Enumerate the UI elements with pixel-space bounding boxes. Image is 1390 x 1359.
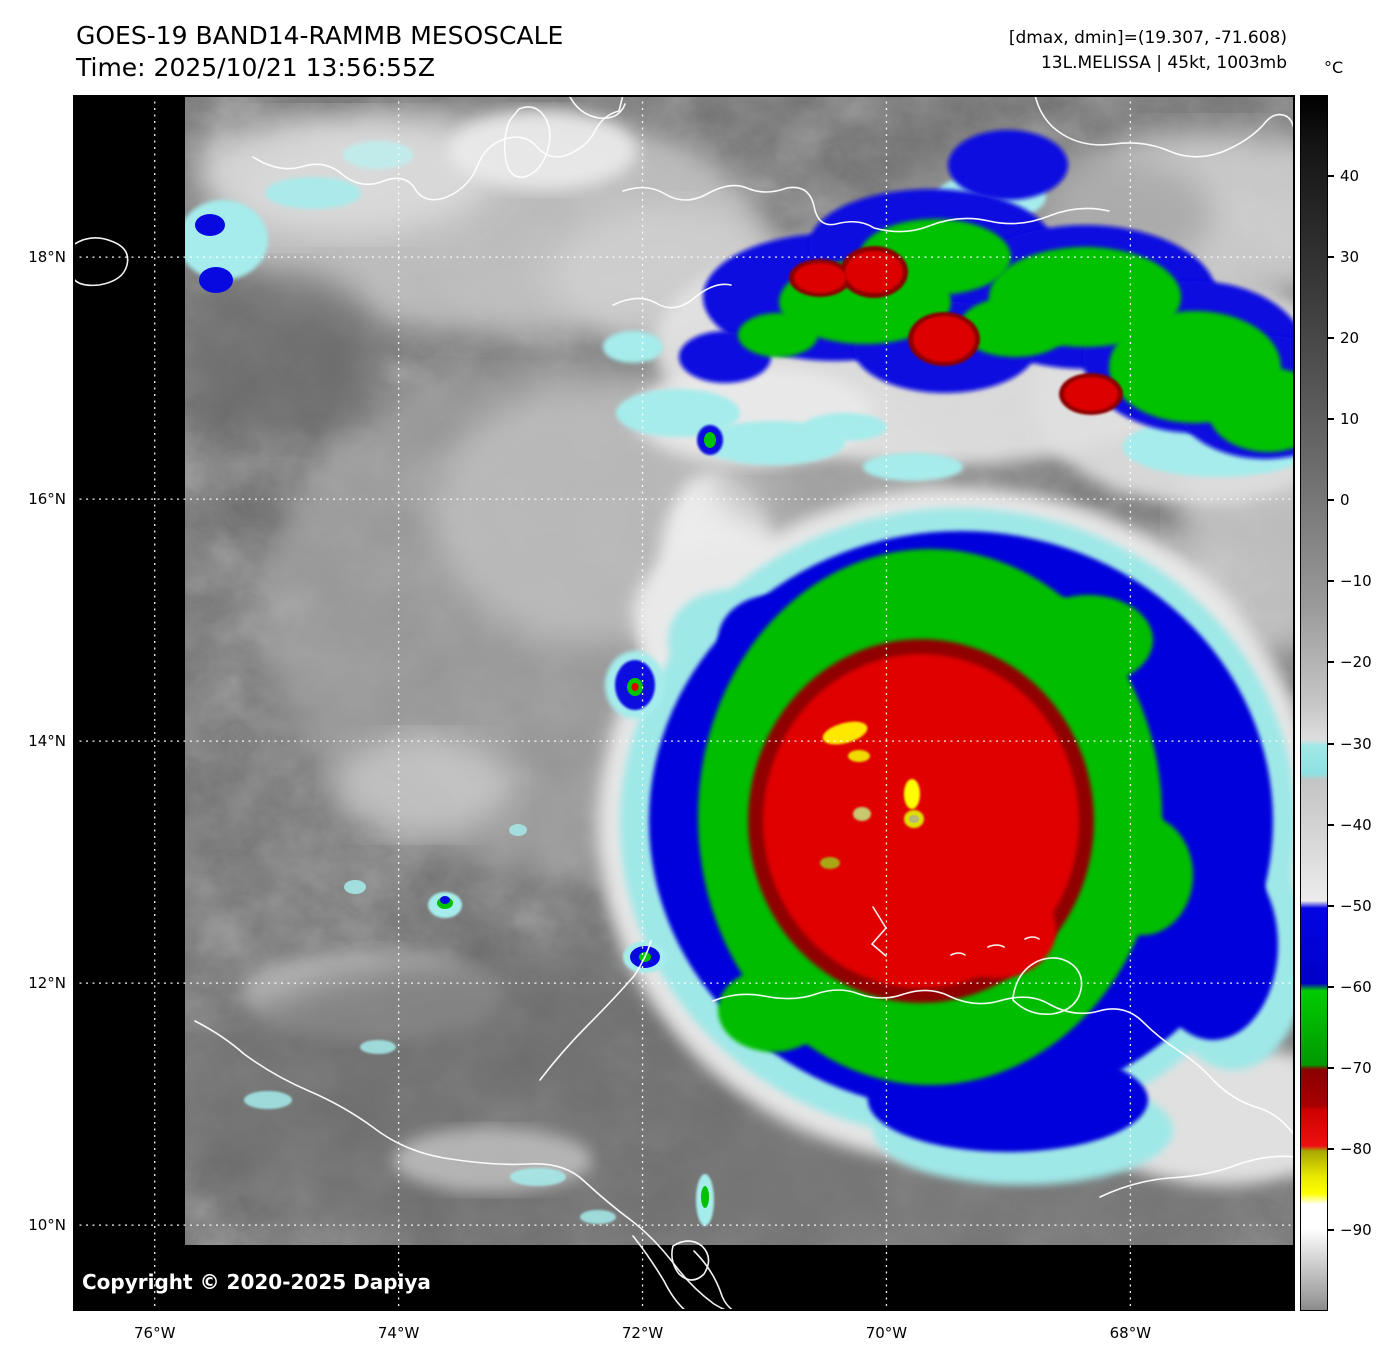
colorbar-tick-label: 30 — [1340, 248, 1360, 267]
colorbar-tick-label: 0 — [1340, 491, 1350, 510]
colorbar-tickmark — [1328, 256, 1334, 259]
copyright-notice: Copyright © 2020-2025 Dapiya — [82, 1270, 431, 1294]
satellite-map — [73, 95, 1295, 1311]
colorbar-tick-label: −20 — [1340, 653, 1372, 672]
colorbar-tickmark — [1328, 418, 1334, 421]
colorbar-tick-label: −90 — [1340, 1220, 1372, 1239]
colorbar-tickmark — [1328, 661, 1334, 664]
lon-axis-label: 72°W — [621, 1324, 664, 1342]
colorbar-tick-label: 10 — [1340, 410, 1360, 429]
colorbar-tickmark — [1328, 580, 1334, 583]
colorbar-tick-label: 40 — [1340, 167, 1360, 186]
satellite-image — [73, 95, 1295, 1311]
colorbar-unit-label: °C — [1324, 58, 1344, 77]
page-title: GOES-19 BAND14-RAMMB MESOSCALE — [76, 21, 564, 50]
colorbar-tickmark — [1328, 823, 1334, 826]
colorbar-tickmark — [1328, 1066, 1334, 1069]
lon-axis-label: 70°W — [865, 1324, 908, 1342]
colorbar-tickmark — [1328, 904, 1334, 907]
colorbar-tickmark — [1328, 985, 1334, 988]
colorbar-tick-label: −50 — [1340, 896, 1372, 915]
colorbar-tickmark — [1328, 337, 1334, 340]
lat-axis-label: 16°N — [28, 490, 66, 509]
header: GOES-19 BAND14-RAMMB MESOSCALE Time: 202… — [76, 20, 563, 84]
storm-melissa — [598, 487, 1295, 1185]
colorbar-tick-label: −60 — [1340, 977, 1372, 996]
dmax-dmin-readout: [dmax, dmin]=(19.307, -71.608) — [1008, 28, 1287, 48]
colorbar-tickmark — [1328, 1228, 1334, 1231]
map-frame — [73, 95, 1295, 1311]
annotations: [dmax, dmin]=(19.307, -71.608) 13L.MELIS… — [1009, 26, 1287, 76]
colorbar-tickmark — [1328, 1147, 1334, 1150]
small-convective-cells — [185, 141, 723, 1226]
colorbar-tick-label: −70 — [1340, 1058, 1372, 1077]
lat-axis-label: 14°N — [28, 732, 66, 751]
colorbar-tickmark — [1328, 499, 1334, 502]
colorbar-tickmark — [1328, 742, 1334, 745]
colorbar-tickmark — [1328, 175, 1334, 178]
lat-axis-label: 12°N — [28, 974, 66, 993]
colorbar-tick-label: −40 — [1340, 815, 1372, 834]
colorbar-tick-label: 20 — [1340, 329, 1360, 348]
storm-info: 13L.MELISSA | 45kt, 1003mb — [1040, 53, 1287, 73]
lat-axis-label: 10°N — [28, 1216, 66, 1235]
timestamp: Time: 2025/10/21 13:56:55Z — [76, 53, 435, 82]
lon-axis-label: 74°W — [377, 1324, 420, 1342]
lat-axis-label: 18°N — [28, 248, 66, 267]
lon-axis-label: 68°W — [1109, 1324, 1152, 1342]
colorbar-tick-label: −30 — [1340, 734, 1372, 753]
colorbar — [1300, 95, 1328, 1311]
colorbar-tick-label: −80 — [1340, 1139, 1372, 1158]
lat-lon-gridlines — [73, 95, 1295, 1311]
convective-band-north — [603, 130, 1295, 505]
colorbar-tick-label: −10 — [1340, 572, 1372, 591]
coastlines — [73, 95, 1295, 1311]
lon-axis-label: 76°W — [133, 1324, 176, 1342]
